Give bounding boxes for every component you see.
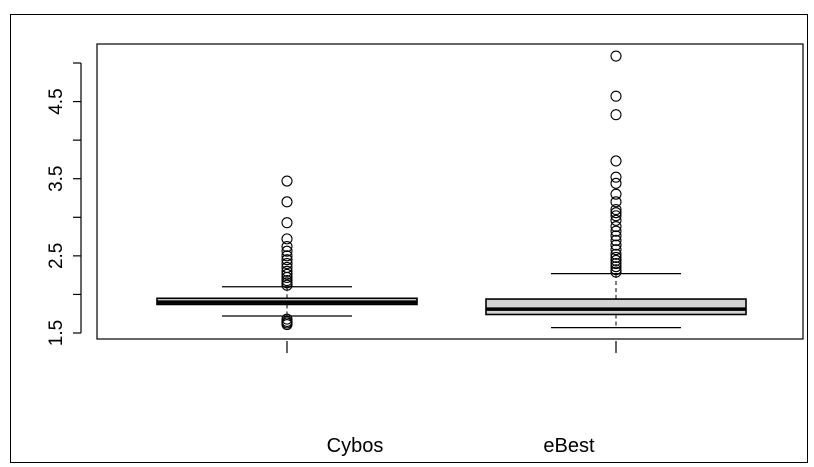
boxplot-chart: 1.5 2.5 3.5 4.5 Cybos eBest	[46, 43, 804, 457]
outlier-point	[610, 244, 622, 256]
outlier-point	[610, 225, 622, 237]
outlier-point	[610, 214, 622, 226]
outlier-point	[610, 171, 622, 183]
outlier-point	[281, 258, 293, 270]
outlier-point	[610, 220, 622, 233]
outlier-point	[610, 264, 622, 276]
y-tick-label: 4.5	[46, 88, 67, 114]
box-cybos	[156, 286, 418, 317]
outlier-point	[610, 188, 622, 200]
outlier-point	[281, 268, 293, 280]
outlier-point	[610, 207, 622, 219]
category-label-cybos: Cybos	[327, 435, 384, 457]
outlier-point	[610, 90, 622, 102]
y-axis: 1.5 2.5 3.5 4.5	[46, 62, 82, 346]
y-tick-label: 2.5	[46, 243, 67, 269]
box-iqr	[485, 298, 747, 316]
outlier-point	[281, 175, 293, 187]
plot-area	[96, 43, 804, 340]
outlier-point	[281, 233, 293, 245]
outlier-point	[281, 245, 293, 257]
outlier-point	[610, 239, 622, 251]
chart-frame: 1.5 2.5 3.5 4.5 Cybos eBest	[10, 14, 808, 463]
outlier-point	[610, 258, 622, 270]
y-tick-label: 1.5	[46, 320, 67, 346]
outlier-point	[281, 250, 293, 262]
outlier-point	[281, 254, 293, 266]
box-ebest	[485, 273, 747, 329]
outlier-point	[610, 254, 622, 267]
outlier-point	[610, 109, 622, 121]
outlier-point	[281, 196, 293, 208]
outlier-point	[610, 196, 622, 208]
category-label-ebest: eBest	[543, 435, 595, 457]
outlier-point	[281, 241, 293, 253]
outlier-point	[281, 265, 293, 277]
outlier-point	[610, 210, 622, 222]
x-axis-labels: Cybos eBest	[286, 341, 617, 457]
box-series	[156, 273, 747, 329]
outlier-point	[610, 234, 622, 246]
outlier-point	[610, 204, 622, 216]
outlier-point	[281, 313, 293, 325]
outlier-point	[281, 274, 293, 287]
outlier-point	[610, 251, 622, 263]
outlier-point	[281, 261, 293, 273]
y-tick-label: 3.5	[46, 166, 67, 192]
outlier-point	[610, 261, 622, 273]
outlier-point	[610, 50, 622, 62]
outlier-point	[610, 177, 622, 189]
outlier-point	[610, 155, 622, 167]
outlier-point	[610, 248, 622, 260]
outlier-point	[610, 230, 622, 242]
outlier-point	[281, 217, 293, 229]
outlier-points	[281, 50, 622, 331]
